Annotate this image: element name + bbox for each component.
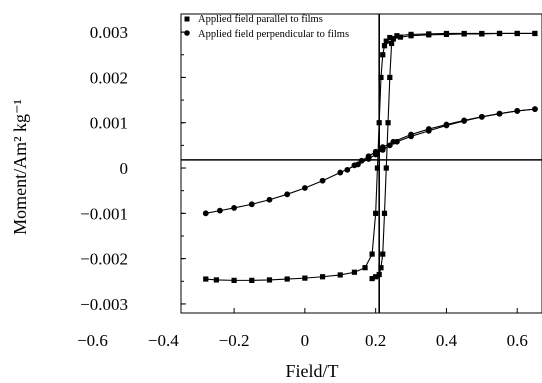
data-point-square xyxy=(376,271,382,278)
data-point-circle xyxy=(266,196,273,203)
data-point-square xyxy=(381,210,388,216)
y-tick-label: −0.001 xyxy=(80,204,128,223)
data-point-square xyxy=(351,269,358,275)
data-point-circle xyxy=(319,177,326,184)
data-point-circle xyxy=(365,153,372,160)
data-point-square xyxy=(373,274,379,280)
data-point-square xyxy=(231,277,237,283)
data-point-square xyxy=(532,30,538,37)
data-point-square xyxy=(380,251,386,257)
data-point-circle xyxy=(372,148,379,155)
data-point-circle xyxy=(514,108,521,114)
y-axis-title: Moment/Am² kg⁻¹ xyxy=(10,99,30,235)
data-point-circle xyxy=(390,138,397,145)
x-tick-label: 0.6 xyxy=(507,331,528,350)
data-point-square xyxy=(266,277,273,283)
data-point-circle xyxy=(408,131,414,138)
data-point-circle xyxy=(443,121,450,128)
data-point-square xyxy=(443,31,450,37)
data-series xyxy=(202,30,538,283)
series-line xyxy=(347,108,535,171)
data-point-square xyxy=(397,34,404,40)
data-point-square xyxy=(337,272,343,278)
y-tick-label: 0.002 xyxy=(90,68,128,87)
legend: Applied field parallel to films Applied … xyxy=(184,14,349,40)
x-tick-label: −0.6 xyxy=(77,331,108,350)
data-point-square xyxy=(203,276,209,282)
data-point-square xyxy=(373,210,379,216)
data-point-square xyxy=(387,34,393,41)
data-point-square xyxy=(213,277,219,283)
data-point-circle xyxy=(301,185,308,191)
data-point-square xyxy=(362,265,368,271)
data-point-circle xyxy=(496,110,503,117)
data-point-square xyxy=(369,251,375,257)
data-point-square xyxy=(284,276,290,282)
legend-label-perpendicular: Applied field perpendicular to films xyxy=(198,29,349,40)
data-point-square xyxy=(479,31,485,37)
y-tick-label: −0.002 xyxy=(80,250,128,269)
data-point-square xyxy=(378,265,384,271)
data-point-square xyxy=(376,120,382,126)
legend-label-parallel: Applied field parallel to films xyxy=(198,14,323,25)
series-perpendicular xyxy=(202,106,538,217)
data-point-square xyxy=(383,165,389,171)
y-tick-label: 0 xyxy=(120,159,129,178)
series-line xyxy=(371,32,535,280)
data-point-square xyxy=(408,33,414,39)
data-point-circle xyxy=(202,210,209,217)
data-point-square xyxy=(380,52,386,58)
data-point-circle xyxy=(344,166,351,173)
data-point-square xyxy=(426,32,432,38)
x-tick-label: −0.2 xyxy=(219,331,250,350)
data-point-square xyxy=(378,74,384,81)
series-parallel xyxy=(203,30,538,283)
data-point-circle xyxy=(351,162,358,169)
data-point-square xyxy=(390,36,396,42)
data-point-circle xyxy=(461,117,468,124)
x-tick-label: −0.4 xyxy=(148,331,179,350)
data-point-circle xyxy=(379,144,386,151)
data-point-circle xyxy=(337,169,344,176)
legend-marker-square xyxy=(184,16,190,22)
data-point-circle xyxy=(248,201,255,208)
x-tick-label: 0.2 xyxy=(365,331,386,350)
x-tick-label: 0.4 xyxy=(436,331,458,350)
data-point-square xyxy=(369,275,375,282)
data-point-square xyxy=(394,33,400,39)
data-point-circle xyxy=(425,126,432,132)
data-point-square xyxy=(496,30,503,37)
data-point-circle xyxy=(358,157,365,164)
data-point-circle xyxy=(478,113,485,120)
data-point-circle xyxy=(532,106,538,113)
x-axis-title: Field/T xyxy=(286,361,339,381)
x-tick-label: 0 xyxy=(301,331,310,350)
data-point-square xyxy=(374,165,381,171)
data-point-square xyxy=(249,277,255,283)
data-point-square xyxy=(514,30,520,37)
legend-marker-circle xyxy=(184,30,190,36)
axis-ticks: −0.6 −0.4 −0.2 0 0.2 0.4 0.6 0.003 0.002 0.001 0 −0… xyxy=(77,23,528,350)
plot-frame xyxy=(180,13,542,314)
data-point-square xyxy=(385,120,391,126)
y-tick-label: 0.003 xyxy=(90,23,128,42)
data-point-circle xyxy=(217,207,223,214)
data-point-circle xyxy=(284,191,291,198)
data-point-square xyxy=(387,74,393,81)
data-point-square xyxy=(319,274,326,280)
data-point-square xyxy=(388,40,395,47)
data-point-square xyxy=(381,43,388,49)
data-point-circle xyxy=(231,204,237,211)
y-tick-label: 0.001 xyxy=(90,114,128,133)
data-point-square xyxy=(461,31,467,37)
y-tick-label: −0.003 xyxy=(80,295,128,314)
data-point-square xyxy=(302,275,308,281)
data-point-square xyxy=(383,38,389,44)
